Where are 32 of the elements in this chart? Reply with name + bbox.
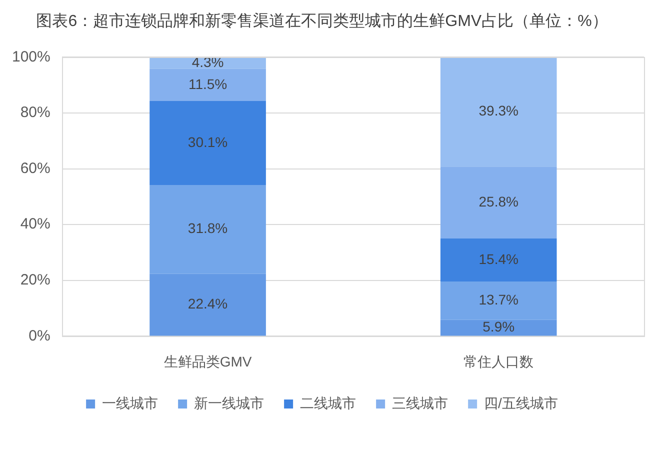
y-tick-label: 20% (20, 272, 50, 289)
data-label: 13.7% (478, 291, 518, 308)
bar (440, 166, 557, 239)
chart-title: 图表6：超市连锁品牌和新零售渠道在不同类型城市的生鲜GMV占比（单位：%） (36, 12, 608, 30)
legend-label: 四/五线城市 (484, 394, 558, 411)
x-tick-label: 生鲜品类GMV (164, 353, 252, 370)
data-label: 31.8% (188, 220, 228, 236)
data-label: 15.4% (478, 250, 518, 267)
y-tick-label: 40% (20, 216, 50, 233)
y-tick-label: 100% (12, 48, 50, 66)
data-label: 11.5% (188, 76, 228, 92)
y-tick-label: 0% (28, 327, 50, 344)
bar (150, 184, 266, 274)
legend-label: 三线城市 (392, 394, 448, 411)
x-tick-label: 常住人口数 (464, 353, 534, 370)
data-label: 39.3% (478, 102, 518, 119)
data-label: 22.4% (188, 296, 228, 312)
legend-label: 新一线城市 (194, 394, 264, 411)
y-tick-label: 60% (20, 160, 50, 177)
bar (150, 68, 266, 102)
bar (440, 238, 557, 282)
y-tick-label: 80% (20, 104, 50, 122)
data-label: 5.9% (482, 318, 515, 335)
legend-label: 一线城市 (102, 394, 158, 411)
bar (150, 101, 266, 185)
bar (440, 282, 557, 320)
legend-label: 二线城市 (300, 394, 356, 411)
data-label: 25.8% (478, 193, 518, 210)
data-label: 30.1% (188, 134, 228, 150)
bar (440, 320, 557, 336)
bar (150, 274, 266, 336)
bar (440, 57, 557, 167)
